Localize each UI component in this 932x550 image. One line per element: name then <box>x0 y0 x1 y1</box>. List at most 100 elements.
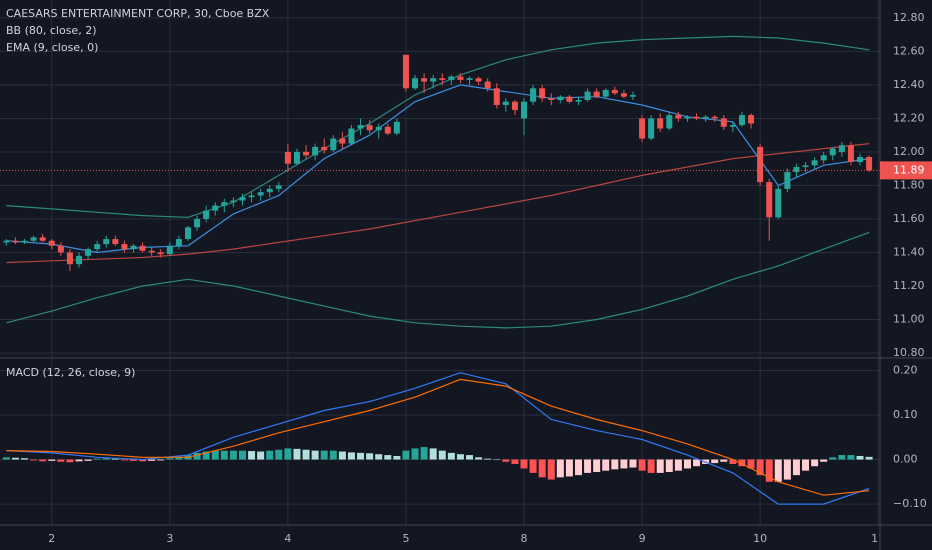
candle-body <box>384 126 391 134</box>
candle-body <box>566 96 573 102</box>
histogram-bar <box>402 450 410 460</box>
candle-body <box>257 192 264 196</box>
candle-body <box>166 245 173 255</box>
candle-body <box>121 244 128 250</box>
candle-body <box>194 218 201 228</box>
histogram-bar <box>620 459 628 469</box>
histogram-bar <box>420 447 428 460</box>
candle-body <box>548 98 555 101</box>
histogram-bar <box>438 450 446 460</box>
candle-body <box>521 101 528 119</box>
candle-body <box>802 165 809 168</box>
histogram-bar <box>148 459 156 461</box>
candle-body <box>430 78 437 82</box>
x-tick-label: 5 <box>402 532 409 545</box>
histogram-bar <box>202 451 210 460</box>
y-tick-label: 12.00 <box>893 145 925 158</box>
histogram-bar <box>21 458 29 460</box>
last-price-tag <box>880 161 932 180</box>
candle-body <box>584 91 591 101</box>
histogram-bar <box>238 450 246 460</box>
candle-body <box>103 239 110 245</box>
candle-body <box>293 151 300 164</box>
histogram-bar <box>856 455 864 460</box>
candle-body <box>76 255 83 265</box>
y-tick-label: −0.10 <box>893 497 927 510</box>
histogram-bar <box>493 459 501 461</box>
candle-body <box>475 78 482 82</box>
indicator-line <box>6 378 870 496</box>
histogram-bar <box>674 459 682 471</box>
histogram-bar <box>120 459 128 461</box>
histogram-bar <box>248 451 256 460</box>
histogram-bar <box>656 459 664 473</box>
x-tick-label: 2 <box>48 532 55 545</box>
y-tick-label: 0.20 <box>893 363 918 376</box>
y-tick-label: 11.20 <box>893 279 925 292</box>
histogram-bar <box>384 455 392 460</box>
candle-body <box>221 202 228 206</box>
candle-body <box>493 88 500 106</box>
histogram-bar <box>366 453 374 460</box>
candle-body <box>675 115 682 119</box>
histogram-bar <box>638 459 646 471</box>
candle-body <box>393 121 400 134</box>
candle-body <box>448 76 455 80</box>
histogram-bar <box>829 457 837 460</box>
indicator-line <box>6 231 870 329</box>
candle-body <box>702 116 709 119</box>
candle-body <box>148 250 155 253</box>
candle-body <box>230 200 237 203</box>
histogram-bar <box>347 452 355 460</box>
candle-body <box>766 182 773 218</box>
candle-body <box>421 78 428 82</box>
histogram-bar <box>357 452 365 460</box>
histogram-bar <box>129 459 137 461</box>
candle-body <box>729 125 736 127</box>
candle-body <box>748 115 755 124</box>
candle-body <box>275 185 282 189</box>
histogram-bar <box>647 459 655 473</box>
histogram-bar <box>375 454 383 460</box>
candle-body <box>212 205 219 211</box>
candle-body <box>339 138 346 144</box>
candle-body <box>412 78 419 89</box>
indicator-label: EMA (9, close, 0) <box>6 41 98 54</box>
indicator-line <box>6 35 870 218</box>
candle-body <box>266 188 273 193</box>
candle-body <box>857 156 864 162</box>
histogram-bar <box>520 459 528 469</box>
candle-body <box>738 115 745 126</box>
histogram-bar <box>220 450 228 460</box>
candle-body <box>593 91 600 97</box>
candle-body <box>711 116 718 119</box>
histogram-bar <box>93 458 101 460</box>
candle-body <box>838 145 845 152</box>
candle-body <box>811 160 818 166</box>
histogram-bar <box>293 448 301 460</box>
candle-body <box>39 237 46 241</box>
candle-body <box>620 93 627 97</box>
candle-body <box>184 227 191 240</box>
candle-body <box>693 116 700 119</box>
candle-body <box>248 195 255 198</box>
candle-body <box>720 118 727 127</box>
histogram-bar <box>302 449 310 460</box>
histogram-bar <box>102 458 110 460</box>
candle-body <box>357 125 364 129</box>
histogram-bar <box>275 449 283 460</box>
candle-body <box>847 145 854 162</box>
candle-body <box>57 245 64 253</box>
candle-body <box>602 89 609 97</box>
histogram-bar <box>284 448 292 460</box>
histogram-bar <box>338 451 346 460</box>
histogram-bar <box>139 459 147 462</box>
histogram-bar <box>311 450 319 460</box>
y-tick-label: 0.00 <box>893 453 918 466</box>
histogram-bar <box>665 459 673 473</box>
histogram-bar <box>811 459 819 467</box>
candle-body <box>439 78 446 80</box>
candle-body <box>130 245 137 250</box>
